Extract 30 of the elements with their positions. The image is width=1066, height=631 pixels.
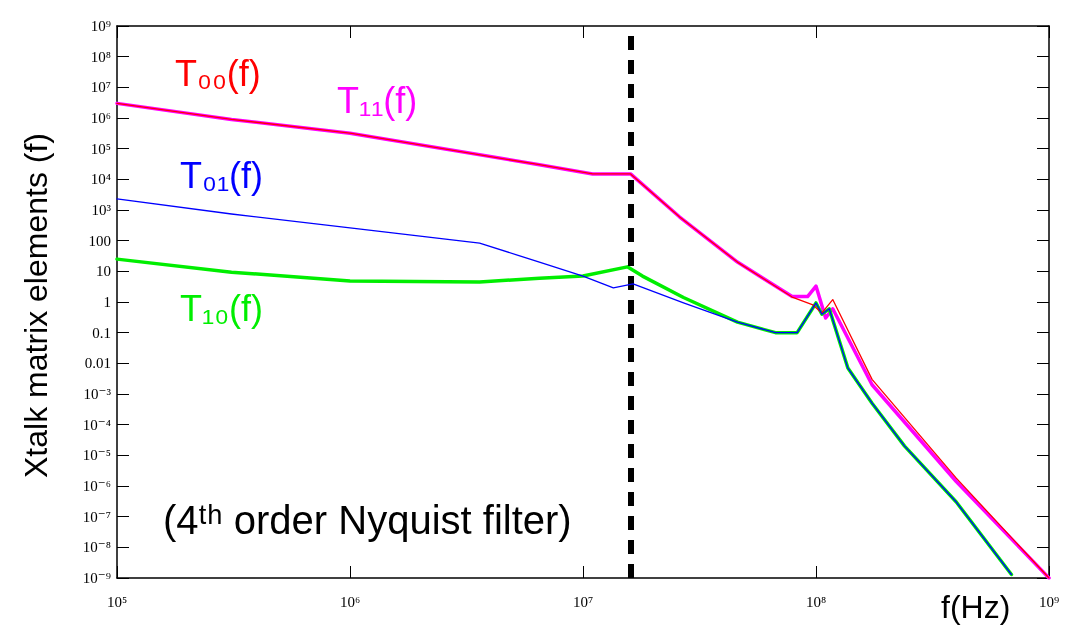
series-label: T₁₀(f)	[180, 287, 264, 329]
y-tick-label: 10	[96, 263, 111, 280]
y-tick-label: 10⁻⁴	[82, 416, 111, 433]
series-label: T₀₁(f)	[180, 154, 264, 196]
y-tick-label: 10⁸	[90, 48, 111, 65]
y-tick-label: 100	[88, 232, 111, 249]
y-tick-label: 1	[103, 294, 111, 310]
y-tick-label: 10⁴	[90, 171, 111, 188]
x-tick-label: 10⁷	[572, 593, 594, 610]
x-axis-title: f(Hz)	[941, 589, 1011, 625]
x-tick-label: 10⁸	[805, 593, 827, 610]
x-tick-label: 10⁶	[339, 593, 361, 610]
annotation: (4ᵗʰ order Nyquist filter)	[163, 498, 572, 542]
y-tick-label: 10⁻⁹	[82, 570, 111, 586]
series-label: T₁₁(f)	[337, 79, 418, 121]
y-tick-label: 0.01	[84, 355, 111, 372]
y-tick-label: 10⁻⁸	[82, 539, 111, 556]
y-tick-label: 0.1	[92, 324, 111, 341]
y-tick-label: 10⁶	[90, 110, 111, 126]
x-tick-label: 10⁹	[1038, 593, 1060, 610]
y-tick-label: 10⁵	[90, 140, 111, 157]
y-tick-label: 10⁷	[90, 79, 111, 96]
y-tick-label: 10³	[91, 202, 112, 218]
y-tick-label: 10⁻³	[83, 386, 112, 402]
y-tick-label: 10⁻⁵	[82, 447, 111, 464]
series-label: T₀₀(f)	[175, 52, 261, 94]
y-tick-label: 10⁹	[90, 18, 111, 34]
y-tick-label: 10⁻⁶	[82, 478, 111, 494]
y-tick-label: 10⁻⁷	[82, 508, 111, 525]
y-axis-title: Xtalk matrix elements (f)	[18, 133, 54, 478]
